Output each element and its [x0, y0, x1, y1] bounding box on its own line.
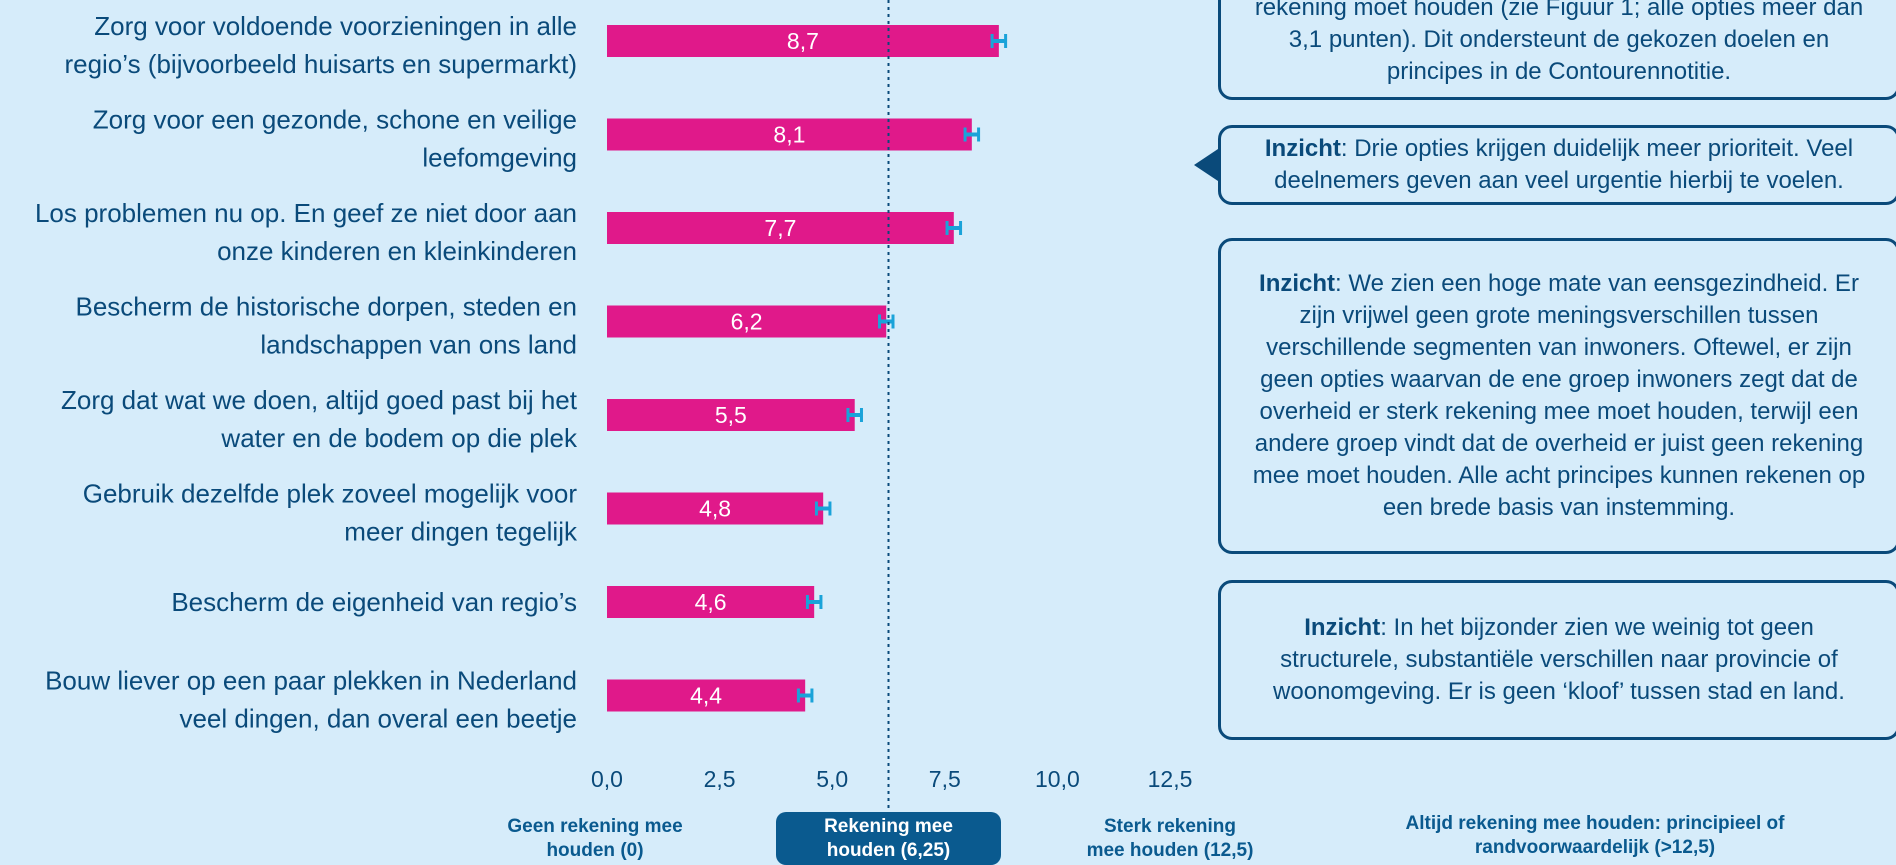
bar-3: [607, 212, 954, 244]
insight-line: een brede basis van instemming.: [1382, 494, 1736, 521]
category-label-line: onze kinderen en kleinkinderen: [217, 236, 577, 266]
insight-text: rekening moet houden (zie Figuur 1; alle…: [1255, 0, 1863, 88]
insight-line: overheid er sterk rekening mee moet houd…: [1259, 398, 1859, 425]
bar-5: [607, 399, 855, 431]
bar-chart: 8,7 Zorg voor voldoende voorzieningen in …: [35, 0, 1193, 808]
scale-label-line: randvoorwaardelijk (>12,5): [1474, 837, 1716, 858]
bar-1: [607, 25, 999, 57]
category-label-line: Bescherm de eigenheid van regio’s: [171, 587, 577, 617]
scale-label-line: Geen rekening mee: [507, 816, 683, 837]
category-label-7: Bescherm de eigenheid van regio’s: [171, 587, 577, 617]
x-tick-label-5: 10,0: [1035, 766, 1080, 792]
insight-pointer-icon: [1194, 149, 1218, 181]
scale-label-line: mee houden (12,5): [1086, 840, 1254, 861]
category-label-4: Bescherm de historische dorpen, steden e…: [75, 292, 577, 360]
insight-line: geen opties waarvan de ene groep inwoner…: [1260, 366, 1858, 393]
insight-line: zijn vrijwel geen grote meningsverschill…: [1299, 302, 1819, 329]
insight-line: Inzicht: Drie opties krijgen duidelijk m…: [1264, 135, 1854, 162]
insight-line: andere groep vindt dat de overheid er ju…: [1254, 430, 1864, 457]
scale-label-line: houden (6,25): [826, 840, 951, 861]
scale-label-none: Geen rekening mee houden (0): [490, 815, 700, 863]
bar-2: [607, 118, 972, 151]
category-label-line: Zorg dat wat we doen, altijd goed past b…: [61, 385, 578, 415]
category-label-6: Gebruik dezelfde plek zoveel mogelijk vo…: [83, 479, 578, 547]
bar-7: [607, 586, 815, 618]
x-tick-label-4: 7,5: [929, 766, 961, 792]
x-tick-label-3: 5,0: [816, 766, 848, 792]
insight-line: verschillende segmenten van inwoners. Of…: [1266, 334, 1852, 361]
x-tick-label-1: 0,0: [591, 766, 623, 792]
data-label-2: 8,1: [773, 122, 805, 148]
category-label-line: Bouw liever op een paar plekken in Neder…: [45, 666, 577, 696]
category-label-line: Gebruik dezelfde plek zoveel mogelijk vo…: [83, 479, 578, 509]
insight-line: structurele, substantiële verschillen na…: [1280, 646, 1838, 673]
scale-label-line: houden (0): [546, 840, 644, 861]
category-label-line: Zorg voor voldoende voorzieningen in all…: [94, 11, 577, 41]
insight-box-1: rekening moet houden (zie Figuur 1; alle…: [1218, 0, 1896, 100]
insight-lead: Inzicht: [1304, 614, 1381, 641]
scale-label-reference: Rekening mee houden (6,25): [776, 812, 1001, 865]
insight-line: 3,1 punten). Dit ondersteunt de gekozen …: [1288, 26, 1830, 53]
data-label-5: 5,5: [715, 402, 747, 428]
insight-lead: Inzicht: [1259, 270, 1336, 297]
scale-label-always: Altijd rekening mee houden: principieel …: [1370, 812, 1820, 860]
category-label-1: Zorg voor voldoende voorzieningen in all…: [64, 11, 577, 79]
scale-label-line: Rekening mee: [824, 816, 953, 837]
scale-label-strong: Sterk rekening mee houden (12,5): [1065, 815, 1275, 863]
scale-label-line: Sterk rekening: [1104, 816, 1236, 837]
category-label-3: Los problemen nu op. En geef ze niet doo…: [35, 198, 577, 266]
insight-box-3: Inzicht: We zien een hoge mate van eensg…: [1218, 238, 1896, 554]
data-label-3: 7,7: [764, 215, 796, 241]
insight-text: Inzicht: In het bijzonder zien we weinig…: [1273, 612, 1845, 708]
category-label-line: leefomgeving: [422, 143, 577, 173]
insight-line: Inzicht: In het bijzonder zien we weinig…: [1304, 614, 1814, 641]
category-label-line: Zorg voor een gezonde, schone en veilige: [93, 105, 577, 135]
x-tick-label-6: 12,5: [1148, 766, 1193, 792]
insight-line: woonomgeving. Er is geen ‘kloof’ tussen …: [1273, 678, 1845, 705]
insight-line: Inzicht: We zien een hoge mate van eensg…: [1259, 270, 1859, 297]
category-label-line: Bescherm de historische dorpen, steden e…: [75, 292, 577, 322]
insight-line: principes in de Contourennotitie.: [1386, 58, 1732, 85]
data-label-8: 4,4: [690, 683, 722, 709]
insight-line: deelnemers geven aan veel urgentie hierb…: [1274, 167, 1844, 194]
data-label-7: 4,6: [695, 589, 727, 615]
insight-box-2: Inzicht: Drie opties krijgen duidelijk m…: [1218, 125, 1896, 205]
category-label-8: Bouw liever op een paar plekken in Neder…: [45, 666, 577, 734]
insight-lead: Inzicht: [1264, 135, 1341, 162]
category-label-line: meer dingen tegelijk: [344, 517, 578, 547]
scale-label-line: Altijd rekening mee houden: principieel …: [1405, 813, 1785, 834]
category-label-line: regio’s (bijvoorbeeld huisarts en superm…: [64, 49, 577, 79]
insight-text: Inzicht: We zien een hoge mate van eensg…: [1253, 268, 1865, 524]
category-label-line: veel dingen, dan overal een beetje: [179, 704, 577, 734]
category-label-2: Zorg voor een gezonde, schone en veilige…: [93, 105, 577, 173]
category-label-5: Zorg dat wat we doen, altijd goed past b…: [61, 385, 578, 453]
insight-text: Inzicht: Drie opties krijgen duidelijk m…: [1265, 133, 1853, 197]
data-label-6: 4,8: [699, 496, 731, 522]
category-label-line: Los problemen nu op. En geef ze niet doo…: [35, 198, 577, 228]
data-label-4: 6,2: [731, 309, 763, 335]
bar-6: [607, 492, 824, 525]
data-label-1: 8,7: [787, 28, 819, 54]
insight-line: rekening moet houden (zie Figuur 1; alle…: [1254, 0, 1864, 21]
category-label-line: landschappen van ons land: [260, 330, 577, 360]
insight-box-4: Inzicht: In het bijzonder zien we weinig…: [1218, 580, 1896, 740]
category-label-line: water en de bodem op die plek: [220, 423, 578, 453]
bar-8: [607, 679, 806, 712]
insight-line: mee moet houden. Alle acht principes kun…: [1252, 462, 1866, 489]
x-tick-label-2: 2,5: [704, 766, 736, 792]
bar-4: [607, 305, 887, 338]
